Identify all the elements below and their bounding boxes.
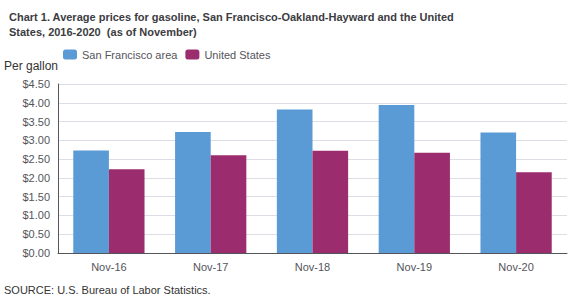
- svg-text:$2.00: $2.00: [22, 172, 50, 184]
- svg-text:$1.00: $1.00: [22, 209, 50, 221]
- svg-text:United States: United States: [204, 49, 271, 61]
- svg-text:$3.00: $3.00: [22, 134, 50, 146]
- svg-text:Chart 1. Average prices for ga: Chart 1. Average prices for gasoline, Sa…: [9, 11, 454, 23]
- svg-text:Nov-17: Nov-17: [193, 261, 228, 273]
- svg-text:$0.00: $0.00: [22, 247, 50, 259]
- svg-text:$1.50: $1.50: [22, 191, 50, 203]
- svg-text:$4.50: $4.50: [22, 78, 50, 90]
- svg-text:Nov-18: Nov-18: [295, 261, 330, 273]
- svg-text:States, 2016-2020 (as of Nove: States, 2016-2020 (as of November): [9, 26, 197, 38]
- svg-text:$2.50: $2.50: [22, 153, 50, 165]
- svg-text:SOURCE: U.S. Bureau of Labor S: SOURCE: U.S. Bureau of Labor Statistics.: [4, 284, 211, 296]
- svg-text:San Francisco area: San Francisco area: [82, 49, 178, 61]
- svg-text:$3.50: $3.50: [22, 116, 50, 128]
- svg-text:$4.00: $4.00: [22, 97, 50, 109]
- svg-text:Nov-19: Nov-19: [397, 261, 432, 273]
- svg-text:Nov-16: Nov-16: [91, 261, 126, 273]
- svg-text:Nov-20: Nov-20: [498, 261, 533, 273]
- svg-text:Per gallon: Per gallon: [4, 59, 58, 73]
- svg-text:$0.50: $0.50: [22, 228, 50, 240]
